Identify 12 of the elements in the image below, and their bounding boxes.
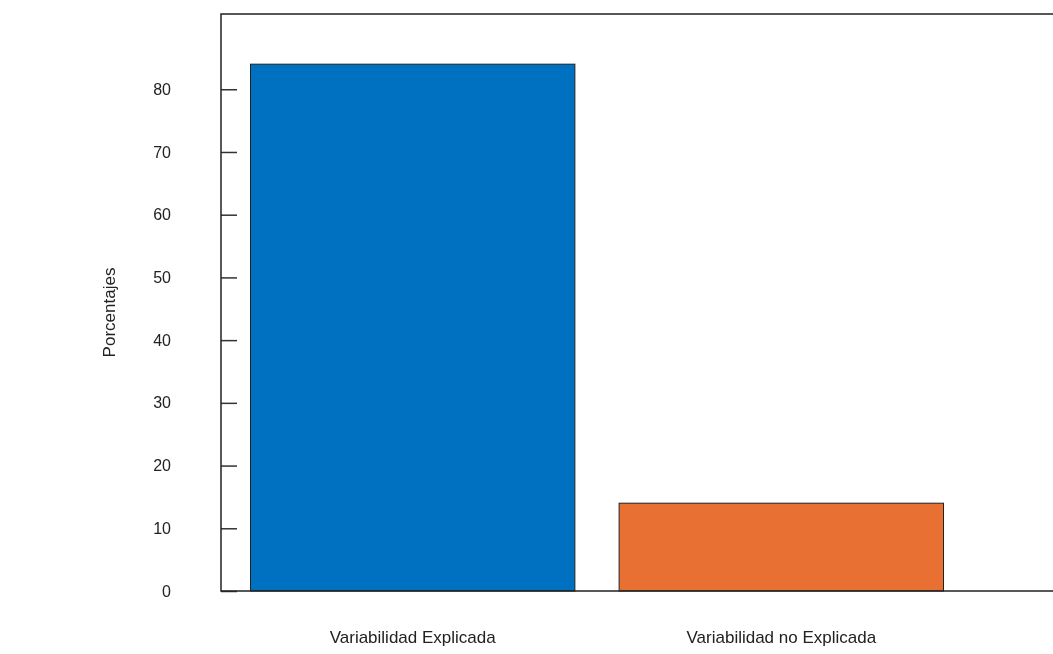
y-tick-label: 80 (153, 80, 172, 98)
x-tick-label: Variabilidad Explicada (329, 628, 497, 648)
y-tick-label: 40 (153, 331, 172, 349)
y-axis-title: Porcentajes (100, 267, 119, 358)
y-tick-label: 0 (162, 582, 172, 600)
y-tick-label: 60 (153, 206, 172, 224)
y-tick-label: 10 (153, 519, 172, 537)
y-tick-label: 50 (153, 269, 172, 287)
x-tick-label: Variabilidad no Explicada (686, 628, 877, 648)
y-tick-label: 70 (153, 143, 172, 161)
y-tick-label: 20 (153, 457, 172, 475)
y-tick-label: 30 (153, 394, 172, 412)
